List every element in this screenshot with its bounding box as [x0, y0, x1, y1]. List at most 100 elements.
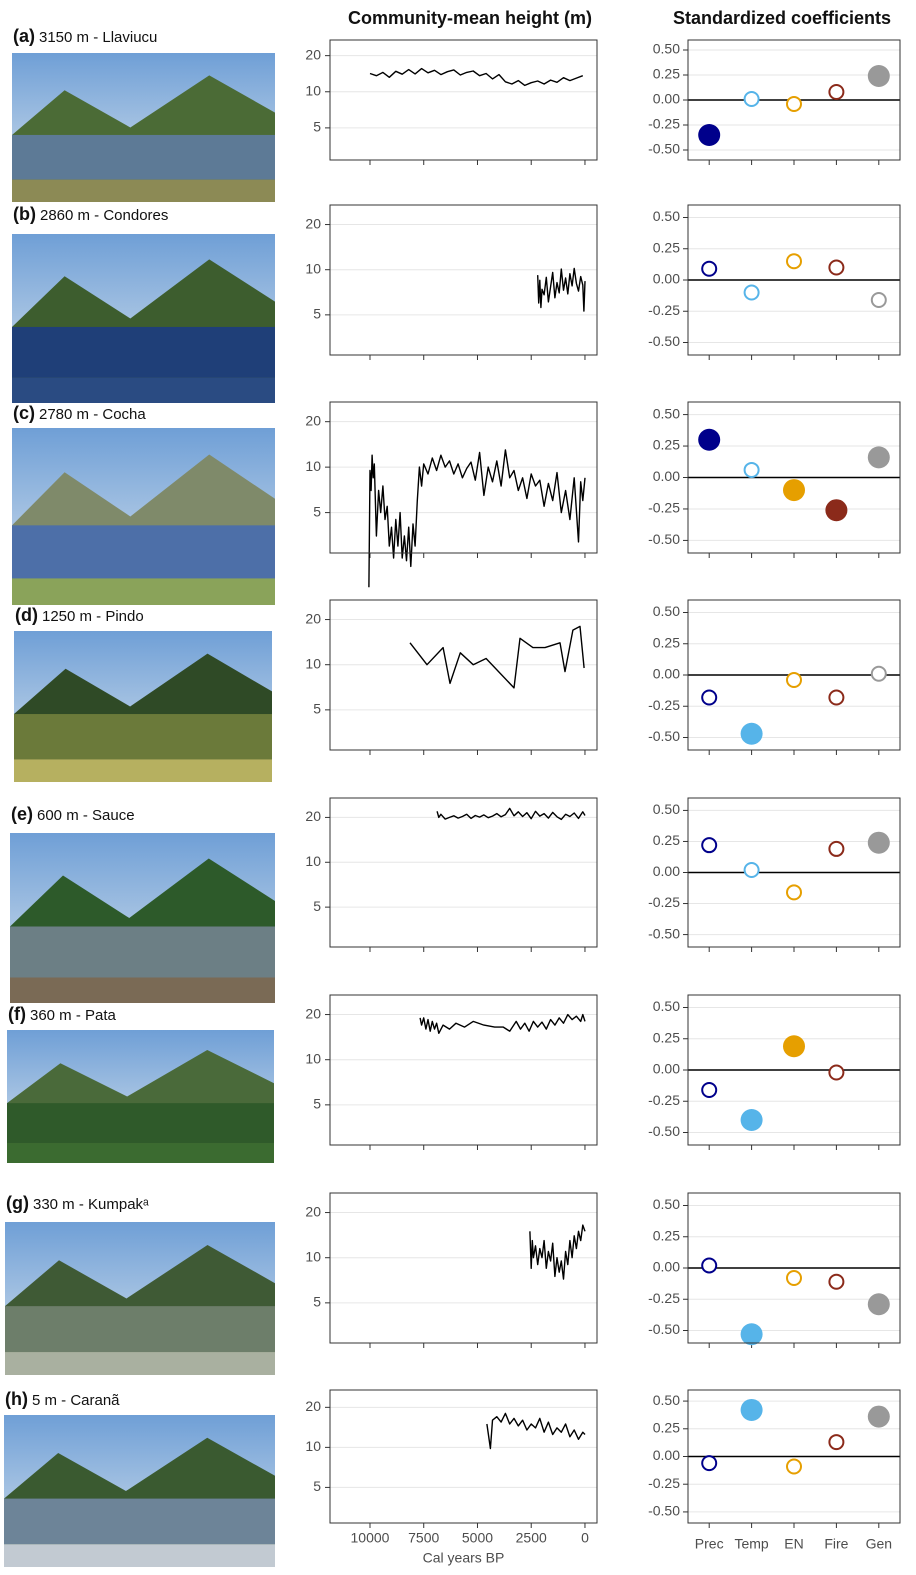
- y-tick-label: 5: [313, 701, 321, 717]
- y-tick-label: 5: [313, 1294, 321, 1310]
- photo-foreground: [12, 377, 275, 403]
- y-tick-label: 0.00: [653, 91, 680, 107]
- y-tick-label: 0.25: [653, 832, 680, 848]
- y-tick-label: 20: [305, 610, 321, 626]
- y-tick-label: 0.25: [653, 1419, 680, 1435]
- y-tick-label: 10: [305, 853, 321, 869]
- plot-frame: [687, 401, 901, 554]
- coefficient-dot: [786, 253, 802, 270]
- y-tick-label: 0.50: [653, 603, 680, 619]
- height-line: [419, 1013, 586, 1034]
- y-tick-label: -0.50: [648, 728, 680, 744]
- x-tick-label: 0: [581, 1530, 589, 1546]
- coefficient-dot: [828, 689, 845, 706]
- y-tick-label: -0.50: [648, 141, 680, 157]
- y-tick-label: 10: [305, 1438, 321, 1454]
- photo-foreground: [5, 1352, 275, 1375]
- plot-frame: [687, 599, 901, 751]
- photo-water: [12, 326, 275, 378]
- y-tick-label: -0.50: [648, 1123, 680, 1139]
- coefficient-dot: [867, 1293, 890, 1316]
- height-line: [369, 67, 584, 87]
- y-tick-label: 0.00: [653, 863, 680, 879]
- coefficient-dot: [786, 1458, 802, 1475]
- height-line: [537, 267, 586, 312]
- panel-label: (g) 330 m - Kumpakᵃ: [6, 1193, 149, 1213]
- y-tick-label: 5: [313, 898, 321, 914]
- y-tick-label: 20: [305, 1203, 321, 1219]
- x-tick-label: Gen: [866, 1536, 892, 1552]
- site-photo: [12, 53, 275, 202]
- y-tick-label: 10: [305, 458, 321, 474]
- y-tick-label: -0.50: [648, 925, 680, 941]
- height-column-title: Community-mean height (m): [348, 8, 592, 28]
- y-tick-label: 5: [313, 119, 321, 135]
- coefficient-dot: [783, 479, 805, 502]
- coefficient-dot: [828, 840, 845, 857]
- photo-water: [14, 714, 272, 760]
- panel-label: (h) 5 m - Caranã: [5, 1389, 120, 1409]
- y-tick-label: 20: [305, 1398, 321, 1414]
- y-tick-label: 0.25: [653, 1029, 680, 1045]
- y-tick-label: 0.50: [653, 1196, 680, 1212]
- site-photo: [12, 234, 275, 403]
- panel-label: (b) 2860 m - Condores: [13, 204, 168, 224]
- coefficient-dot: [828, 1434, 845, 1451]
- coefficient-dot: [743, 461, 760, 478]
- panel-letter: (e): [11, 804, 33, 824]
- y-tick-label: -0.50: [648, 333, 680, 349]
- panel-label: (d) 1250 m - Pindo: [15, 605, 144, 625]
- plot-background: [330, 205, 597, 355]
- x-tick-label: 5000: [462, 1530, 493, 1546]
- y-tick-label: 0.50: [653, 1392, 680, 1408]
- coefficient-dot: [743, 862, 760, 879]
- x-tick-label: Temp: [734, 1536, 768, 1552]
- y-tick-label: -0.50: [648, 1321, 680, 1337]
- plot-background: [330, 798, 597, 947]
- plot-frame: [329, 1389, 598, 1524]
- coefficient-dot: [701, 260, 718, 277]
- coefficient-dot: [740, 722, 763, 745]
- plot-background: [330, 1193, 597, 1343]
- x-tick-label: 7500: [408, 1530, 439, 1546]
- height-line: [409, 625, 585, 689]
- height-line: [486, 1412, 586, 1450]
- coefficient-dot: [867, 1405, 890, 1428]
- site-name: 330 m - Kumpakᵃ: [33, 1196, 149, 1213]
- photo-foreground: [10, 977, 275, 1003]
- panel-label: (e) 600 m - Sauce: [11, 804, 135, 824]
- plot-background: [330, 40, 597, 160]
- coefficient-dot: [743, 91, 760, 107]
- panel-letter: (c): [13, 403, 35, 423]
- plot-background: [330, 995, 597, 1145]
- y-tick-label: 10: [305, 260, 321, 276]
- coefficient-dot: [828, 1273, 845, 1290]
- coefficient-dot: [786, 1270, 802, 1286]
- y-tick-label: -0.25: [648, 894, 680, 910]
- coefficient-dot: [870, 665, 887, 682]
- y-tick-label: 20: [305, 1005, 321, 1021]
- y-tick-label: -0.50: [648, 531, 680, 547]
- coefficient-dot: [870, 292, 887, 308]
- panel-label: (c) 2780 m - Cocha: [13, 403, 146, 423]
- coefficient-dot: [743, 284, 760, 301]
- site-photo: [7, 1030, 274, 1163]
- y-tick-label: 0.00: [653, 1061, 680, 1077]
- coefficient-dot: [786, 96, 802, 112]
- y-tick-label: 5: [313, 1096, 321, 1112]
- x-tick-label: Fire: [824, 1536, 848, 1552]
- y-tick-label: 0.00: [653, 666, 680, 682]
- site-name: 5 m - Caranã: [32, 1392, 120, 1409]
- y-tick-label: 0.00: [653, 468, 680, 484]
- coefficient-dot: [828, 259, 845, 276]
- plot-frame: [687, 797, 901, 948]
- panel-label: (a) 3150 m - Llaviucu: [13, 26, 157, 46]
- panel-letter: (b): [13, 204, 36, 224]
- site-photo: [10, 833, 275, 1003]
- plot-frame: [687, 994, 901, 1146]
- site-photo: [14, 631, 272, 782]
- plot-frame: [687, 204, 901, 356]
- coefficient-dot: [828, 1064, 845, 1081]
- y-tick-label: 20: [305, 46, 321, 62]
- plot-frame: [329, 994, 598, 1146]
